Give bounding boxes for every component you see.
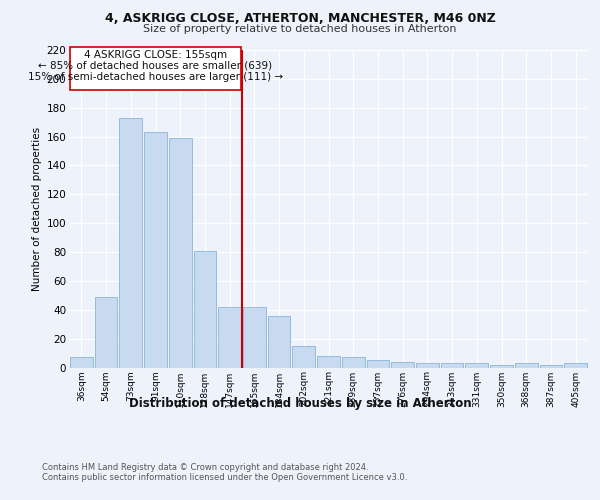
- Y-axis label: Number of detached properties: Number of detached properties: [32, 126, 43, 291]
- Bar: [391, 362, 414, 368]
- Text: Contains public sector information licensed under the Open Government Licence v3: Contains public sector information licen…: [42, 472, 407, 482]
- Text: Contains HM Land Registry data © Crown copyright and database right 2024.: Contains HM Land Registry data © Crown c…: [42, 462, 368, 471]
- Bar: [169, 138, 191, 368]
- Text: Size of property relative to detached houses in Atherton: Size of property relative to detached ho…: [143, 24, 457, 34]
- Bar: [342, 358, 365, 368]
- Bar: [95, 297, 118, 368]
- Bar: [194, 250, 216, 368]
- Bar: [218, 307, 241, 368]
- FancyBboxPatch shape: [70, 47, 241, 90]
- Bar: [539, 364, 562, 368]
- Bar: [268, 316, 290, 368]
- Bar: [490, 364, 513, 368]
- Bar: [292, 346, 315, 368]
- Text: 4, ASKRIGG CLOSE, ATHERTON, MANCHESTER, M46 0NZ: 4, ASKRIGG CLOSE, ATHERTON, MANCHESTER, …: [104, 12, 496, 26]
- Bar: [416, 363, 439, 368]
- Bar: [515, 363, 538, 368]
- Bar: [466, 363, 488, 368]
- Bar: [367, 360, 389, 368]
- Bar: [119, 118, 142, 368]
- Bar: [243, 307, 266, 368]
- Text: 15% of semi-detached houses are larger (111) →: 15% of semi-detached houses are larger (…: [28, 72, 283, 82]
- Text: Distribution of detached houses by size in Atherton: Distribution of detached houses by size …: [128, 398, 472, 410]
- Bar: [441, 363, 463, 368]
- Bar: [564, 363, 587, 368]
- Text: 4 ASKRIGG CLOSE: 155sqm: 4 ASKRIGG CLOSE: 155sqm: [84, 50, 227, 60]
- Bar: [144, 132, 167, 368]
- Bar: [70, 358, 93, 368]
- Bar: [317, 356, 340, 368]
- Text: ← 85% of detached houses are smaller (639): ← 85% of detached houses are smaller (63…: [38, 61, 272, 71]
